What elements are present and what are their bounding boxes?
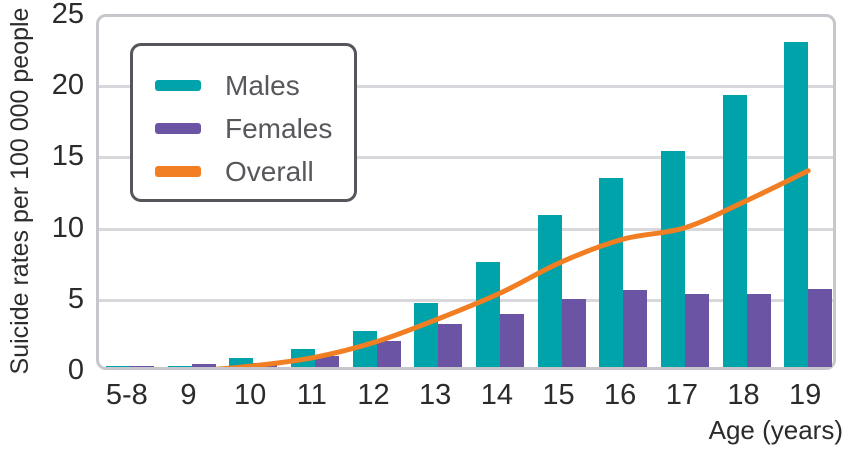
- legend-label: Males: [225, 69, 300, 101]
- legend-label: Females: [225, 112, 333, 144]
- x-tick-label-19: 19: [789, 379, 822, 411]
- gridline-20: [99, 85, 833, 89]
- males-bar-age-5-8: [105, 366, 130, 367]
- females-bar-age-12: [376, 341, 401, 367]
- males-bar-age-9: [167, 365, 192, 367]
- females-bar-age-9: [191, 364, 216, 367]
- gridline-15: [99, 156, 833, 160]
- y-tick-label-20: 20: [51, 69, 84, 102]
- males-bar-age-16: [599, 177, 624, 367]
- y-tick-label-10: 10: [51, 211, 84, 244]
- females-bar-age-19: [808, 288, 833, 367]
- females-bar-age-15: [561, 298, 586, 367]
- x-tick-label-12: 12: [357, 379, 390, 411]
- x-tick-label-18: 18: [727, 379, 760, 411]
- females-bar-age-16: [623, 290, 648, 367]
- teal-bar-swatch: [155, 80, 201, 91]
- y-tick-label-25: 25: [51, 0, 84, 30]
- gridline-10: [99, 227, 833, 231]
- legend-item-males: Males: [133, 64, 354, 107]
- y-tick-label-0: 0: [67, 354, 84, 386]
- x-tick-label-14: 14: [480, 379, 513, 411]
- males-bar-age-15: [537, 214, 562, 367]
- legend-item-overall: Overall: [133, 150, 354, 193]
- females-bar-age-13: [438, 324, 463, 367]
- females-bar-age-18: [746, 294, 771, 367]
- legend-box: Males Females Overall: [130, 43, 357, 202]
- orange-line-swatch: [155, 166, 201, 177]
- males-bar-age-19: [784, 42, 809, 367]
- x-tick-label-17: 17: [665, 379, 698, 411]
- purple-bar-swatch: [155, 123, 201, 134]
- x-tick-label-11: 11: [296, 379, 327, 411]
- males-bar-age-14: [475, 261, 500, 367]
- y-tick-label-5: 5: [67, 282, 84, 315]
- males-bar-age-18: [722, 95, 747, 367]
- females-bar-age-14: [499, 314, 524, 367]
- x-tick-label-9: 9: [180, 379, 197, 411]
- x-tick-label-10: 10: [234, 379, 267, 411]
- legend-item-females: Females: [133, 107, 354, 150]
- males-bar-age-17: [660, 150, 685, 367]
- legend-label: Overall: [225, 155, 314, 187]
- x-axis-title: Age (years): [708, 415, 843, 445]
- gridline-5: [99, 298, 833, 302]
- males-bar-age-13: [414, 302, 439, 367]
- overall-line: [213, 168, 811, 367]
- x-tick-label-16: 16: [604, 379, 637, 411]
- females-bar-age-5-8: [129, 366, 154, 367]
- x-tick-label-13: 13: [419, 379, 452, 411]
- males-bar-age-10: [229, 357, 254, 367]
- x-tick-label-5-8: 5-8: [105, 379, 148, 411]
- y-tick-label-15: 15: [51, 140, 84, 173]
- x-tick-label-15: 15: [542, 379, 575, 411]
- females-bar-age-11: [314, 355, 339, 367]
- females-bar-age-17: [684, 294, 709, 367]
- y-axis-title: Suicide rates per 100 000 people: [6, 7, 34, 375]
